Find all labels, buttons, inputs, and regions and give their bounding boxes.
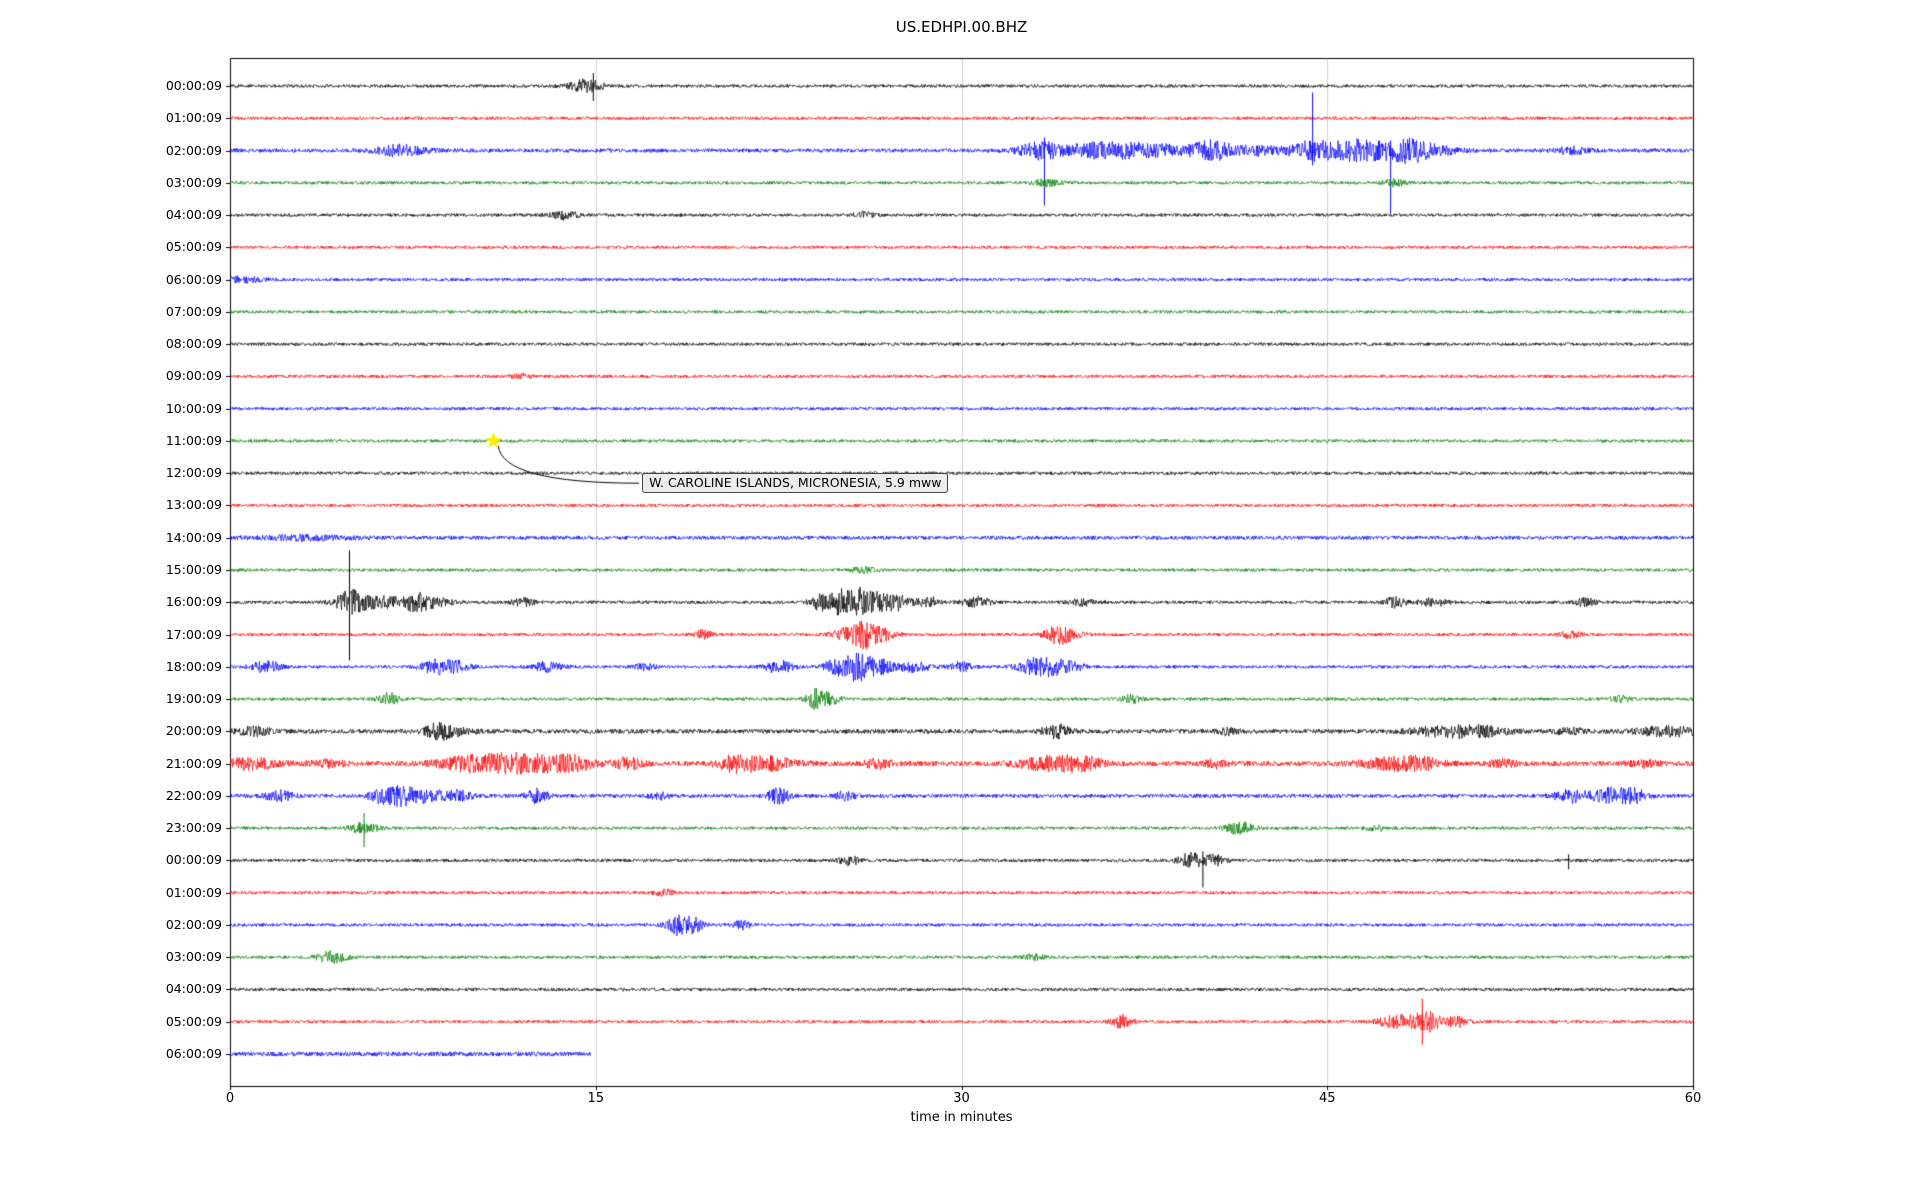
row-label: 16:00:09 (165, 594, 222, 610)
row-label: 05:00:09 (165, 1013, 222, 1029)
x-tick-label: 30 (953, 1091, 970, 1106)
x-tick-label: 45 (1318, 1091, 1336, 1106)
x-tick-label: 60 (1684, 1091, 1702, 1106)
chart-title: US.EDHPI.00.BHZ (895, 18, 1028, 36)
row-label: 11:00:09 (165, 432, 222, 448)
row-label: 14:00:09 (165, 529, 222, 545)
x-axis-title: time in minutes (910, 1110, 1013, 1125)
row-label: 19:00:09 (165, 691, 222, 707)
row-label: 07:00:09 (165, 303, 222, 319)
event-annotation: W. CAROLINE ISLANDS, MICRONESIA, 5.9 mww (642, 473, 949, 494)
row-label: 02:00:09 (165, 142, 222, 158)
row-label: 04:00:09 (165, 207, 222, 223)
row-label: 06:00:09 (165, 1046, 222, 1061)
row-label: 04:00:09 (165, 981, 222, 997)
row-label: 18:00:09 (165, 658, 222, 674)
row-label: 03:00:09 (165, 174, 222, 190)
row-label: 01:00:09 (165, 110, 222, 126)
row-label: 00:00:09 (165, 78, 222, 93)
x-tick-label: 0 (225, 1091, 235, 1106)
row-label: 08:00:09 (165, 336, 222, 352)
row-label: 05:00:09 (165, 239, 222, 255)
row-label: 21:00:09 (165, 755, 222, 771)
row-label: 17:00:09 (165, 626, 222, 642)
row-label: 01:00:09 (165, 884, 222, 900)
x-tick-label: 15 (587, 1091, 605, 1106)
row-label: 09:00:09 (165, 368, 222, 384)
row-label: 13:00:09 (165, 497, 222, 513)
row-label: 02:00:09 (165, 916, 222, 932)
row-label: 23:00:09 (165, 820, 222, 836)
row-label: 00:00:09 (165, 852, 222, 868)
row-label: 15:00:09 (165, 562, 222, 577)
row-label: 20:00:09 (165, 723, 222, 739)
row-label: 10:00:09 (165, 400, 222, 416)
row-label: 12:00:09 (165, 465, 222, 481)
row-label: 06:00:09 (165, 271, 222, 287)
row-label: 03:00:09 (165, 949, 222, 965)
row-label: 22:00:09 (165, 787, 222, 803)
